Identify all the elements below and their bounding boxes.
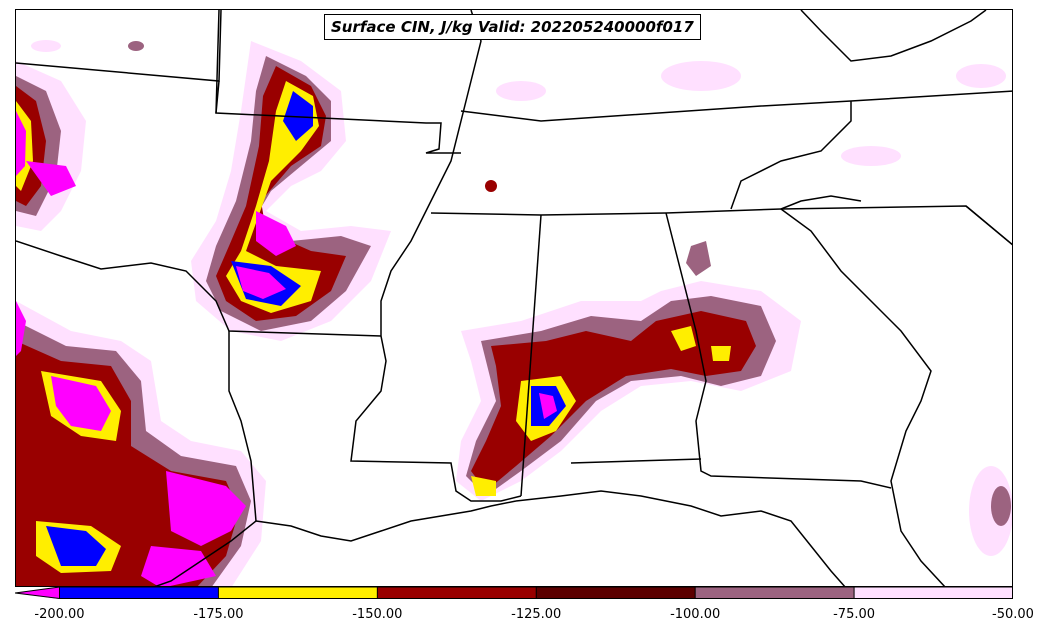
colorbar-bin-3 [536, 587, 696, 599]
colorbar-bin-1 [218, 587, 378, 599]
colorbar-bin-2 [377, 587, 537, 599]
map-title: Surface CIN, J/kg Valid: 202205240000f01… [324, 14, 701, 40]
colorbar-tick-label: -200.00 [34, 607, 85, 622]
colorbar-tick-label: -50.00 [992, 607, 1034, 622]
colorbar-tick-label: -75.00 [833, 607, 876, 622]
colorbar-tick-label: -150.00 [352, 607, 403, 622]
colorbar [15, 587, 1013, 599]
colorbar-tick-label: -125.00 [511, 607, 562, 622]
cin-region-west [16, 61, 86, 231]
cin-region-texas [16, 301, 266, 586]
cin-region-arkansas [191, 41, 391, 341]
colorbar-under-triangle [15, 587, 60, 599]
colorbar-tick-label: -175.00 [193, 607, 244, 622]
map-canvas [16, 10, 1012, 586]
cin-region-southeast [456, 241, 801, 501]
colorbar-tick-label: -100.00 [670, 607, 721, 622]
colorbar-bin-5 [854, 587, 1013, 599]
cin-scattered [31, 40, 1012, 556]
map-frame [15, 9, 1013, 587]
colorbar-bin-0 [59, 587, 219, 599]
state-borders [16, 10, 1012, 586]
colorbar-bin-4 [695, 587, 855, 599]
